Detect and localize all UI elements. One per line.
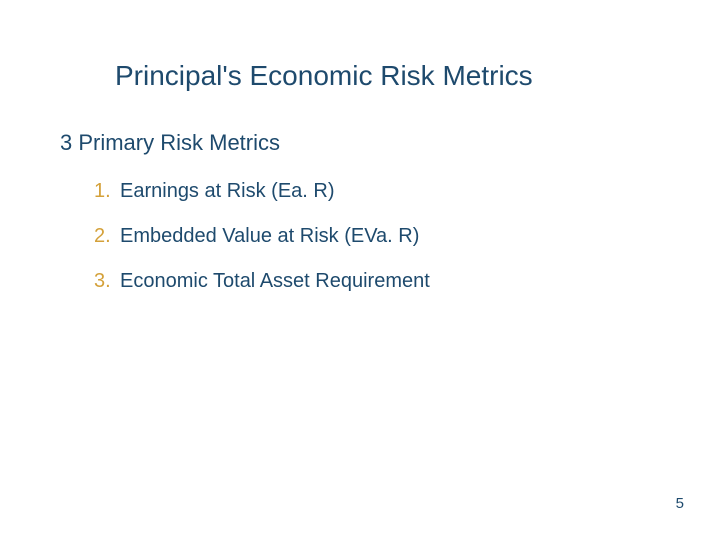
slide-container: Principal's Economic Risk Metrics 3 Prim… <box>0 0 720 540</box>
list-text: Economic Total Asset Requirement <box>120 270 430 293</box>
list-text: Embedded Value at Risk (EVa. R) <box>120 225 419 248</box>
metrics-list: 1. Earnings at Risk (Ea. R) 2. Embedded … <box>94 180 660 293</box>
list-item: 3. Economic Total Asset Requirement <box>94 270 660 293</box>
list-item: 1. Earnings at Risk (Ea. R) <box>94 180 660 203</box>
slide-title: Principal's Economic Risk Metrics <box>115 60 660 92</box>
list-item: 2. Embedded Value at Risk (EVa. R) <box>94 225 660 248</box>
list-number: 1. <box>94 180 120 203</box>
list-number: 2. <box>94 225 120 248</box>
page-number: 5 <box>676 495 684 512</box>
slide-subtitle: 3 Primary Risk Metrics <box>60 130 660 156</box>
list-text: Earnings at Risk (Ea. R) <box>120 180 335 203</box>
list-number: 3. <box>94 270 120 293</box>
